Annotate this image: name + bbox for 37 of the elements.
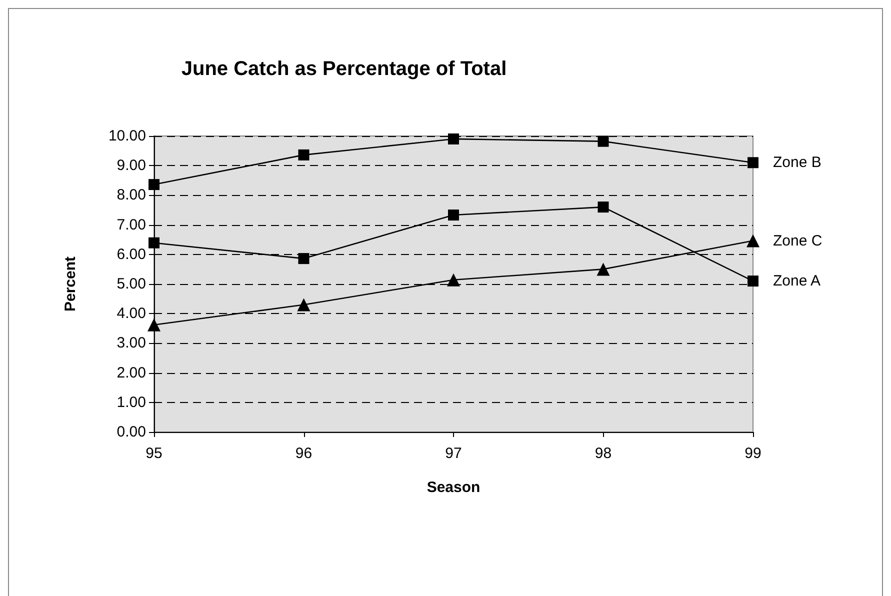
y-tick-label: 4.00 [116, 305, 146, 322]
y-tick-label: 10.00 [108, 128, 146, 144]
y-tick-label: 6.00 [116, 246, 146, 263]
point [448, 210, 459, 221]
point [148, 179, 160, 190]
point [298, 149, 310, 160]
y-tick-label: 0.00 [116, 424, 146, 440]
point [148, 318, 160, 332]
point [598, 136, 609, 147]
x-tick-label: 99 [744, 445, 762, 462]
y-tick-label: 2.00 [116, 364, 146, 382]
x-axis-title: Season [426, 479, 480, 496]
x-tick-label: 95 [146, 445, 162, 462]
point [748, 276, 758, 287]
point [297, 298, 310, 312]
series-label: Zone B [773, 154, 822, 172]
y-tick-label: 5.00 [116, 276, 146, 292]
y-tick-label: 3.00 [116, 334, 146, 352]
point [748, 157, 758, 168]
y-tick-label: 1.00 [116, 394, 146, 411]
x-tick-label: 96 [295, 445, 312, 462]
y-tick-label: 7.00 [116, 216, 146, 234]
point [746, 234, 760, 248]
point [448, 133, 459, 144]
x-tick-label: 98 [594, 445, 612, 462]
series-label: Zone C [773, 232, 822, 250]
y-tick-label: 8.00 [116, 186, 146, 204]
x-tick-label: 97 [445, 445, 462, 462]
point [148, 237, 160, 248]
series-label: Zone A [773, 272, 821, 290]
y-tick-label: 9.00 [116, 157, 146, 174]
point [447, 273, 460, 286]
chart-title: June Catch as Percentage of Total [181, 58, 507, 80]
point [598, 202, 609, 213]
y-axis-title: Percent [62, 256, 79, 312]
point [596, 262, 610, 276]
point [298, 253, 310, 264]
